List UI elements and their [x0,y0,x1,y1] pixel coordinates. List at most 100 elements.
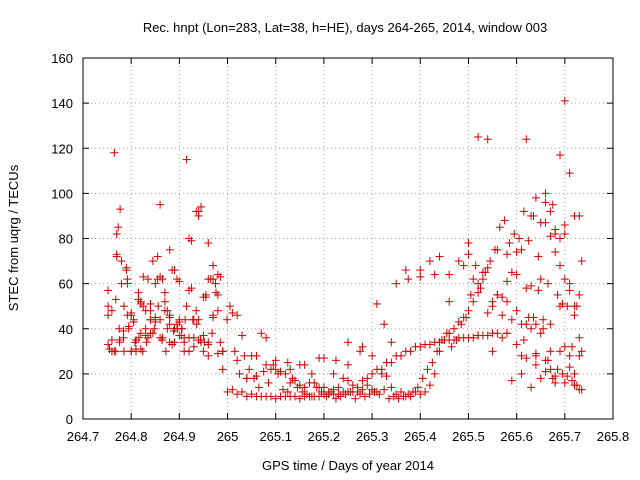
data-point [254,383,263,392]
data-point [560,96,569,105]
data-point [138,347,147,356]
data-point [115,336,124,345]
data-point [213,290,222,299]
data-point [548,200,557,209]
x-tick-label: 265.5 [452,429,485,444]
data-point [117,257,126,266]
data-point [507,268,516,277]
data-point [565,286,574,295]
data-point [185,333,193,342]
data-point [560,275,569,284]
data-point [107,306,116,315]
data-point [208,329,217,338]
data-point [358,385,367,394]
data-point [572,302,581,311]
data-point [507,376,516,385]
x-tick-label: 265.8 [597,429,630,444]
data-point [507,315,516,324]
x-tick-label: 265.2 [308,429,341,444]
data-point [192,207,201,216]
data-point [315,354,324,363]
data-point [259,367,268,376]
data-point [182,302,191,311]
data-point [213,270,222,279]
data-point [228,385,237,394]
data-point [421,387,430,396]
data-point [175,277,184,286]
x-tick-label: 265.6 [500,429,533,444]
data-point [556,234,564,243]
data-point [503,297,511,306]
data-point [281,369,290,378]
data-point [116,205,125,214]
data-point [570,381,579,390]
data-point [517,320,526,329]
data-point [464,306,473,315]
data-point [527,281,536,290]
data-point [119,302,128,311]
data-point [531,320,540,329]
data-point [546,347,555,356]
data-point [331,394,340,403]
data-point [512,340,521,349]
data-point [447,342,456,351]
data-point [312,383,321,392]
data-point [524,236,533,245]
data-point [512,270,521,279]
data-point [348,381,357,390]
data-point [445,297,454,306]
data-point [541,198,550,207]
data-point [329,369,338,378]
data-point [392,351,401,360]
data-point [129,315,138,324]
data-point [112,250,121,259]
data-point [469,333,478,342]
data-point [170,266,179,275]
data-point [459,333,468,342]
data-point [288,374,297,383]
data-point [495,223,504,232]
data-point [517,245,526,254]
data-point [527,211,536,220]
data-point [363,374,372,383]
data-point [344,387,352,396]
data-point [541,367,550,376]
data-point [360,392,369,401]
data-point [411,342,420,351]
data-point [399,392,408,401]
data-point [534,252,543,261]
data-point [315,392,324,401]
data-point [445,270,454,279]
data-point [519,207,528,216]
x-tick-label: 264.8 [115,429,148,444]
data-point [242,374,251,383]
y-tick-label: 80 [59,232,73,247]
data-point [522,354,531,363]
data-point [476,284,485,293]
data-point [551,378,560,387]
data-point [114,223,123,232]
y-tick-label: 160 [51,51,73,66]
data-point [351,394,360,403]
data-point [486,257,495,266]
data-point [368,351,377,360]
data-point [139,272,148,281]
data-point [428,358,437,367]
data-point [344,360,352,369]
data-point [478,268,487,277]
data-point [180,347,189,356]
y-tick-label: 60 [59,277,73,292]
y-tick-label: 0 [66,412,73,427]
x-tick-label: 265.1 [259,429,292,444]
data-point [119,333,128,342]
data-point [216,338,225,347]
data-point [493,245,502,254]
data-point [394,394,403,403]
data-point [469,275,478,284]
data-point [252,351,261,360]
data-point [262,360,271,369]
data-point [225,302,234,311]
data-point [257,329,266,338]
data-point [146,315,155,324]
data-point [319,383,328,392]
